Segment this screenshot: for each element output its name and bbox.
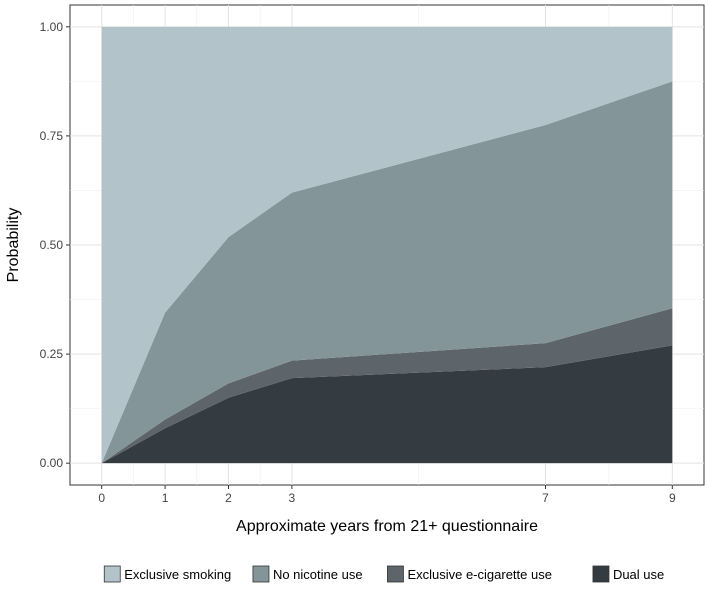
area-exclusive-smoking <box>101 26 673 464</box>
legend-key <box>103 565 121 583</box>
legend-label: No nicotine use <box>273 567 363 582</box>
y-tick-label: 1.00 <box>40 20 64 34</box>
area-no-nicotine-use <box>101 81 673 464</box>
legend-label: Dual use <box>613 567 664 582</box>
y-axis-ticks: 0.00 0.25 0.50 0.75 1.00 <box>40 20 70 470</box>
legend-key <box>592 565 610 583</box>
x-tick-label: 2 <box>225 491 232 505</box>
legend-item-exclusive-smoking: Exclusive smoking <box>103 565 231 583</box>
legend-item-exclusive-e-cigarette-use: Exclusive e-cigarette use <box>387 565 552 583</box>
legend-item-no-nicotine-use: No nicotine use <box>252 565 363 583</box>
y-tick-label: 0.25 <box>40 347 64 361</box>
y-tick-label: 0.75 <box>40 129 64 143</box>
legend-item-dual-use: Dual use <box>592 565 664 583</box>
x-axis-title: Approximate years from 21+ questionnaire <box>236 518 538 535</box>
x-tick-label: 7 <box>542 491 549 505</box>
x-tick-label: 3 <box>289 491 296 505</box>
x-axis-ticks: 0 1 2 3 7 9 <box>98 485 676 505</box>
legend-key <box>252 565 270 583</box>
y-tick-label: 0.00 <box>40 456 64 470</box>
area-series <box>101 26 673 464</box>
y-tick-label: 0.50 <box>40 238 64 252</box>
x-tick-label: 0 <box>98 491 105 505</box>
legend: Exclusive smoking No nicotine use Exclusiv… <box>103 565 664 583</box>
x-tick-label: 1 <box>162 491 169 505</box>
area-exclusive-e-cigarette-use <box>101 308 673 464</box>
legend-label: Exclusive smoking <box>124 567 231 582</box>
area-dual-use <box>101 345 673 464</box>
legend-label: Exclusive e-cigarette use <box>407 567 552 582</box>
x-tick-label: 9 <box>669 491 676 505</box>
legend-key <box>387 565 404 583</box>
y-axis-title: Probability <box>5 208 22 283</box>
